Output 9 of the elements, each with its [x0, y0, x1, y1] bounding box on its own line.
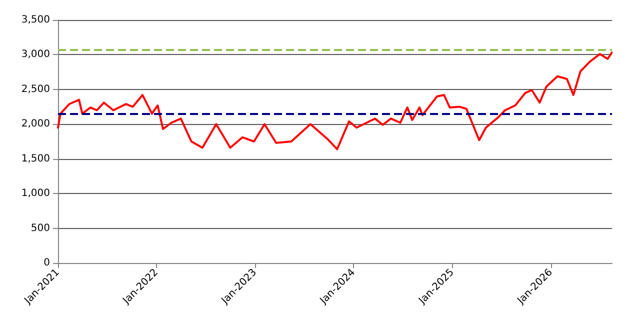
y-tick-label: 500 [30, 222, 50, 234]
y-tick-label: 2,500 [21, 84, 50, 95]
y-tick-label: 1,000 [21, 188, 50, 200]
y-tick-label: 1,500 [21, 153, 50, 164]
y-tick-label: 2,000 [21, 118, 50, 130]
y-tick-label: 0 [44, 258, 50, 268]
y-tick-label: 3,000 [21, 49, 50, 60]
line-series [57, 52, 613, 150]
y-tick-label: 3,500 [21, 14, 50, 26]
